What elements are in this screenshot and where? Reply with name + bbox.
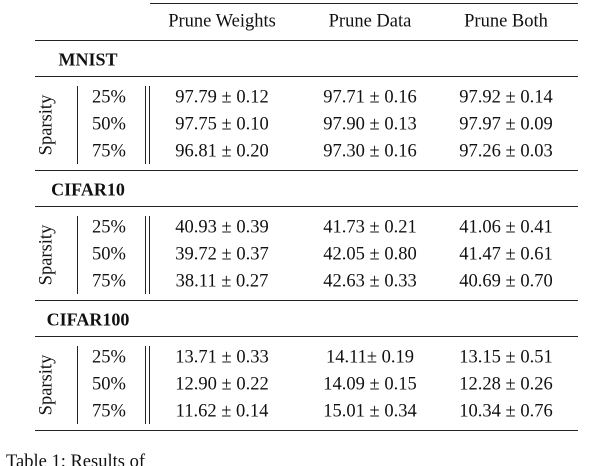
cell: 42.63 ± 0.33 — [323, 271, 417, 292]
cell: 41.47 ± 0.61 — [459, 244, 553, 265]
cell: 97.30 ± 0.16 — [323, 141, 417, 162]
cell: 41.06 ± 0.41 — [459, 217, 553, 238]
section-title: MNIST — [58, 49, 118, 70]
row-label: 50% — [92, 114, 126, 135]
cell: 97.97 ± 0.09 — [459, 114, 553, 135]
column-header: Prune Data — [328, 11, 412, 32]
column-header: Prune Both — [464, 11, 548, 32]
row-label: 75% — [92, 141, 126, 162]
rule — [35, 76, 578, 77]
cell: 97.92 ± 0.14 — [459, 87, 553, 108]
cell: 14.09 ± 0.15 — [323, 374, 417, 395]
section-title: CIFAR10 — [51, 179, 125, 200]
cell: 15.01 ± 0.34 — [323, 401, 417, 422]
row-group-label: Sparsity — [36, 354, 57, 416]
cell: 97.26 ± 0.03 — [459, 141, 553, 162]
cell: 97.75 ± 0.10 — [175, 114, 269, 135]
row-group-label: Sparsity — [36, 224, 57, 286]
row-label: 25% — [92, 347, 126, 368]
vertical-rule — [149, 86, 150, 164]
row-label: 25% — [92, 217, 126, 238]
row-label: 75% — [92, 271, 126, 292]
row-label: 75% — [92, 401, 126, 422]
cell: 97.79 ± 0.12 — [175, 87, 269, 108]
cell: 13.15 ± 0.51 — [459, 347, 553, 368]
rule — [35, 336, 578, 337]
rule — [35, 206, 578, 207]
cell: 13.71 ± 0.33 — [175, 347, 269, 368]
vertical-rule — [77, 86, 78, 164]
row-label: 50% — [92, 374, 126, 395]
cell: 12.90 ± 0.22 — [175, 374, 269, 395]
cell: 42.05 ± 0.80 — [323, 244, 417, 265]
row-label: 25% — [92, 87, 126, 108]
cell: 12.28 ± 0.26 — [459, 374, 553, 395]
cell: 40.69 ± 0.70 — [459, 271, 553, 292]
cell: 97.71 ± 0.16 — [323, 87, 417, 108]
cell: 96.81 ± 0.20 — [175, 141, 269, 162]
vertical-rule — [149, 216, 150, 294]
cell: 41.73 ± 0.21 — [323, 217, 417, 238]
top-rule — [150, 3, 578, 4]
cell: 14.11± 0.19 — [325, 347, 415, 368]
cell: 11.62 ± 0.14 — [175, 401, 269, 422]
cell: 40.93 ± 0.39 — [175, 217, 269, 238]
vertical-rule — [145, 346, 146, 424]
bottom-rule — [35, 430, 578, 431]
vertical-rule — [145, 86, 146, 164]
rule — [35, 40, 578, 41]
vertical-rule — [77, 346, 78, 424]
row-group-label: Sparsity — [36, 94, 57, 156]
row-label: 50% — [92, 244, 126, 265]
vertical-rule — [77, 216, 78, 294]
vertical-rule — [149, 346, 150, 424]
rule — [35, 170, 578, 171]
cell: 39.72 ± 0.37 — [175, 244, 269, 265]
cell: 38.11 ± 0.27 — [175, 271, 269, 292]
rule — [35, 300, 578, 301]
cell: 10.34 ± 0.76 — [459, 401, 553, 422]
cell: 97.90 ± 0.13 — [323, 114, 417, 135]
section-title: CIFAR100 — [46, 309, 130, 330]
vertical-rule — [145, 216, 146, 294]
column-header: Prune Weights — [168, 11, 276, 32]
caption: Table 1: Results of — [6, 452, 145, 466]
